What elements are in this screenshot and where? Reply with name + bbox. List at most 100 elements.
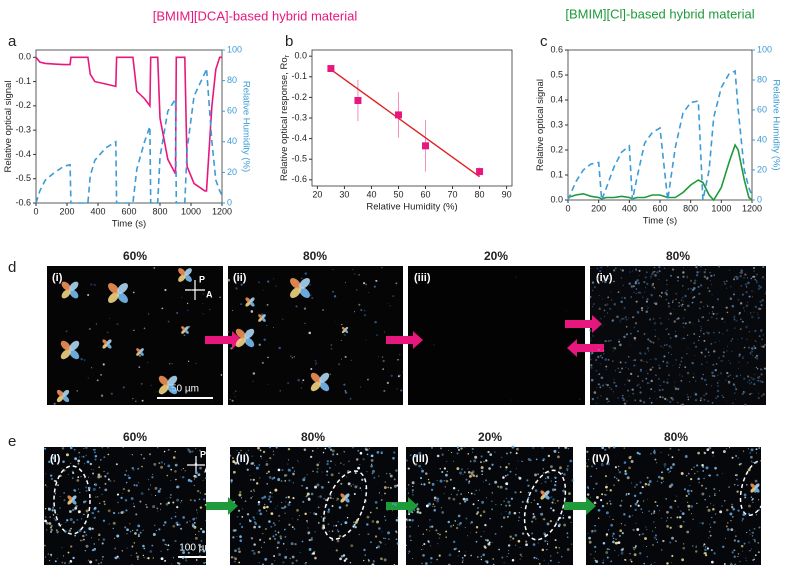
speckle xyxy=(624,316,628,319)
speckle xyxy=(183,556,186,558)
analyzer: A xyxy=(204,464,211,474)
speckle xyxy=(198,543,201,547)
speckle xyxy=(729,297,733,300)
speckle xyxy=(504,474,507,477)
speckle xyxy=(650,340,653,343)
speckle xyxy=(337,530,340,533)
speckle xyxy=(352,524,355,527)
speckle xyxy=(200,539,203,542)
speckle xyxy=(733,377,735,379)
speckle xyxy=(618,371,621,374)
speckle xyxy=(634,399,637,402)
speckle xyxy=(142,529,144,531)
speckle xyxy=(272,450,275,453)
speckle xyxy=(612,532,615,535)
speckle xyxy=(715,363,718,365)
speckle xyxy=(295,559,298,562)
speckle xyxy=(174,515,177,518)
speckle xyxy=(368,291,370,293)
speckle xyxy=(340,339,342,341)
speckle xyxy=(722,396,725,399)
speckle xyxy=(626,476,630,480)
speckle xyxy=(747,381,749,383)
speckle xyxy=(645,287,647,289)
speckle xyxy=(578,398,581,400)
speckle xyxy=(480,535,482,538)
speckle xyxy=(272,327,274,329)
speckle xyxy=(739,560,741,563)
y2-tick-label: 80 xyxy=(227,75,237,85)
speckle xyxy=(436,558,438,561)
speckle xyxy=(674,499,677,502)
speckle xyxy=(671,398,674,401)
speckle xyxy=(343,333,346,337)
speckle xyxy=(282,507,285,510)
crystal-lobe xyxy=(344,497,350,503)
speckle xyxy=(259,449,262,452)
speckle xyxy=(140,454,142,456)
speckle xyxy=(750,312,752,314)
speckle xyxy=(95,455,97,457)
speckle xyxy=(327,510,330,513)
speckle xyxy=(145,503,147,506)
speckle xyxy=(660,548,663,551)
speckle xyxy=(88,327,91,331)
speckle xyxy=(696,470,699,473)
speckle xyxy=(481,473,483,475)
speckle xyxy=(710,560,714,564)
speckle xyxy=(605,397,609,401)
speckle xyxy=(501,556,504,559)
speckle xyxy=(314,513,318,516)
speckle xyxy=(482,510,486,514)
speckle xyxy=(550,555,552,557)
speckle xyxy=(69,446,73,450)
speckle xyxy=(405,518,409,522)
speckle xyxy=(547,540,549,542)
speckle xyxy=(103,503,106,506)
speckle xyxy=(133,469,135,471)
speckle xyxy=(705,392,708,395)
crystal-lobe xyxy=(56,395,64,403)
speckle xyxy=(743,277,745,279)
speckle xyxy=(50,555,52,557)
speckle xyxy=(720,360,722,362)
speckle xyxy=(359,386,362,388)
speckle xyxy=(135,552,138,555)
crystal-lobe xyxy=(319,372,330,383)
speckle xyxy=(275,533,277,536)
x-tick-label: 50 xyxy=(393,189,403,199)
speckle xyxy=(329,373,331,375)
speckle xyxy=(659,322,663,325)
speckle xyxy=(650,379,653,383)
speckle xyxy=(357,449,360,452)
speckle xyxy=(294,542,297,546)
speckle xyxy=(324,447,327,450)
speckle xyxy=(458,449,460,451)
speckle xyxy=(646,545,648,548)
speckle xyxy=(662,539,665,543)
speckle xyxy=(544,539,547,543)
speckle xyxy=(83,477,86,479)
speckle xyxy=(710,385,713,387)
speckle xyxy=(293,528,296,530)
speckle xyxy=(625,325,628,328)
speckle xyxy=(733,555,736,558)
speckle xyxy=(195,509,198,511)
speckle xyxy=(741,517,745,521)
speckle xyxy=(141,465,143,468)
speckle xyxy=(681,338,683,340)
speckle xyxy=(612,391,614,393)
speckle xyxy=(613,378,615,381)
speckle xyxy=(641,532,645,536)
speckle xyxy=(277,478,281,482)
speckle xyxy=(555,546,558,549)
speckle xyxy=(637,331,638,333)
speckle xyxy=(50,530,53,533)
speckle xyxy=(343,559,347,562)
speckle xyxy=(516,447,519,451)
speckle xyxy=(754,349,756,351)
speckle xyxy=(729,563,733,567)
speckle xyxy=(238,493,242,497)
speckle xyxy=(63,491,66,494)
speckle xyxy=(388,538,390,540)
